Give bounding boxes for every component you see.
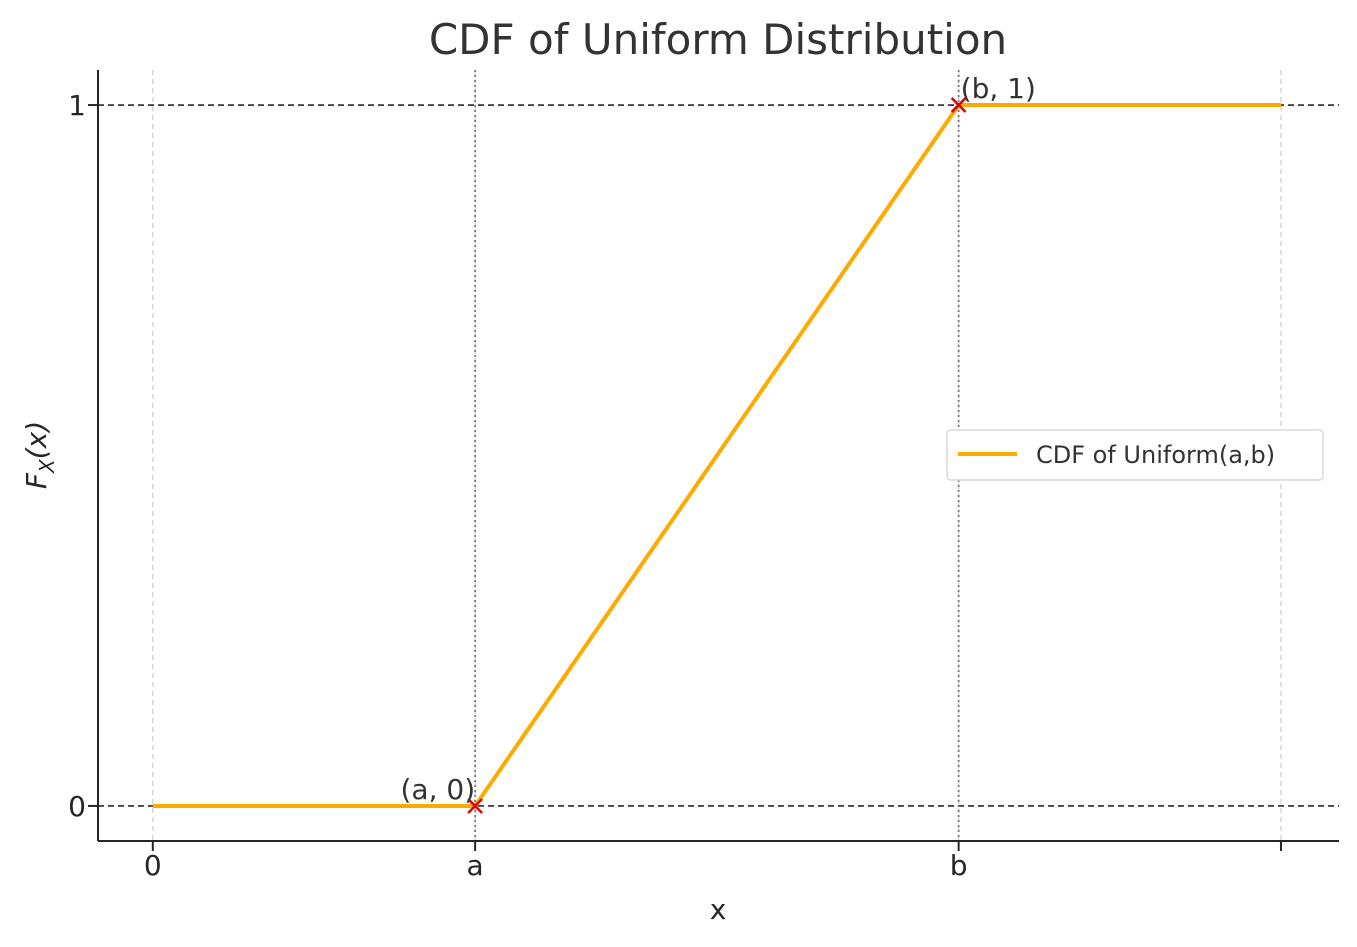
chart-title: CDF of Uniform Distribution <box>429 15 1007 64</box>
x-tick-label-2: b <box>950 849 968 882</box>
y-axis-label-sub: X <box>35 458 59 474</box>
markers: (a, 0) (b, 1) <box>401 72 1036 814</box>
marker-0 <box>467 798 484 814</box>
x-tick-label-0: 0 <box>144 849 162 882</box>
annotation-0: (a, 0) <box>401 773 476 806</box>
marker-1 <box>950 97 967 113</box>
marker-stroke <box>950 97 967 113</box>
legend-box <box>946 429 1324 481</box>
y-axis-label: FX(x) <box>20 421 59 489</box>
y-axis-label-main: F <box>20 472 53 489</box>
y-tick-label-0: 0 <box>68 790 86 823</box>
series-line-0 <box>152 103 1281 808</box>
ticks: 0 a b 0 1 <box>68 89 1282 882</box>
x-axis-label: x <box>710 893 727 926</box>
legend-label: CDF of Uniform(a,b) <box>1036 441 1275 469</box>
marker-stroke <box>467 798 484 814</box>
x-tick-label-1: a <box>467 849 484 882</box>
y-axis-label-arg: (x) <box>20 421 53 459</box>
grid <box>152 70 1282 841</box>
annotation-1: (b, 1) <box>961 72 1036 105</box>
legend: CDF of Uniform(a,b) <box>946 429 1324 481</box>
axes <box>97 70 1339 842</box>
y-tick-label-1: 1 <box>68 89 86 122</box>
series <box>152 103 1281 808</box>
